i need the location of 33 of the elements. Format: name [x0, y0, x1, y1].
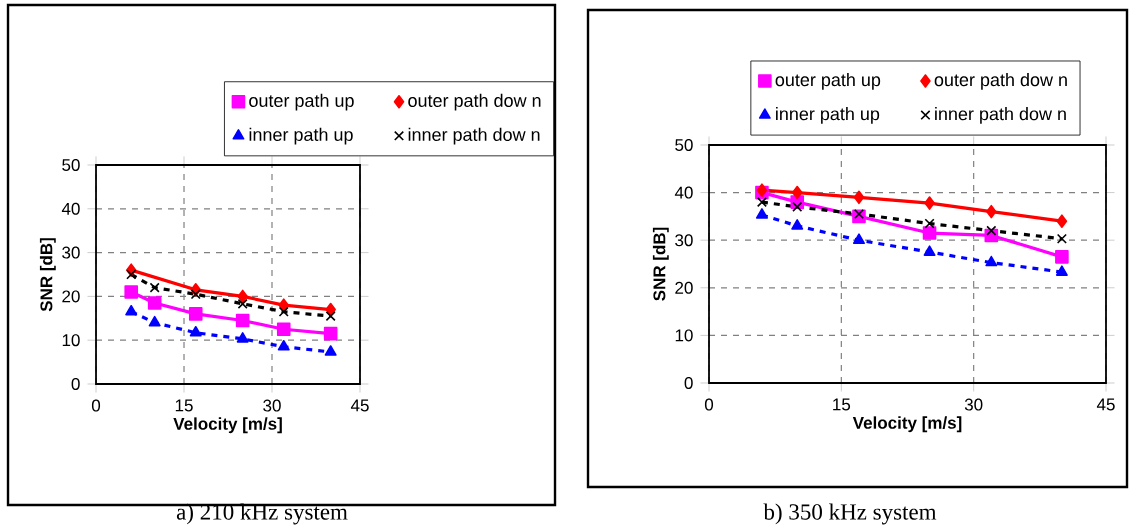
y-tick-label: 40 — [674, 186, 693, 199]
legend-label: outer path up — [775, 72, 881, 90]
legend-label: inner path up — [776, 107, 880, 124]
y-tick-label: 40 — [61, 202, 80, 215]
legend-label: outer path dow n — [934, 72, 1067, 90]
y-tick-label: 0 — [71, 377, 80, 390]
legend-label: inner path dow n — [935, 107, 1066, 124]
legend-label: inner path up — [249, 127, 353, 145]
y-tick-label: 30 — [62, 246, 80, 259]
legend-label: outer path dow n — [408, 93, 541, 111]
x-tick-label: 0 — [704, 398, 714, 411]
legend-label: outer path up — [249, 93, 354, 111]
x-tick-label: 15 — [833, 398, 851, 411]
x-tick-label: 30 — [263, 399, 281, 412]
y-tick-label: 10 — [675, 329, 693, 342]
y-axis-title: SNR [dB] — [652, 227, 669, 301]
y-tick-label: 20 — [675, 281, 693, 294]
x-axis-title: Velocity [m/s] — [852, 416, 962, 433]
y-axis-title: SNR [dB] — [39, 238, 56, 312]
y-tick-label: 0 — [684, 376, 693, 389]
x-tick-label: 45 — [1096, 398, 1115, 411]
x-tick-label: 15 — [175, 399, 193, 412]
x-tick-label: 45 — [350, 399, 369, 412]
legend-label: inner path dow n — [408, 127, 540, 145]
x-tick-label: 0 — [91, 399, 101, 412]
y-tick-label: 50 — [62, 158, 80, 171]
y-tick-label: 20 — [62, 290, 80, 303]
y-tick-label: 50 — [675, 138, 693, 151]
x-tick-label: 30 — [964, 398, 983, 411]
y-tick-label: 30 — [675, 234, 693, 247]
y-tick-label: 10 — [62, 334, 80, 347]
text: b) 350 kHz system — [763, 503, 937, 525]
x-axis-title: Velocity [m/s] — [173, 417, 282, 434]
